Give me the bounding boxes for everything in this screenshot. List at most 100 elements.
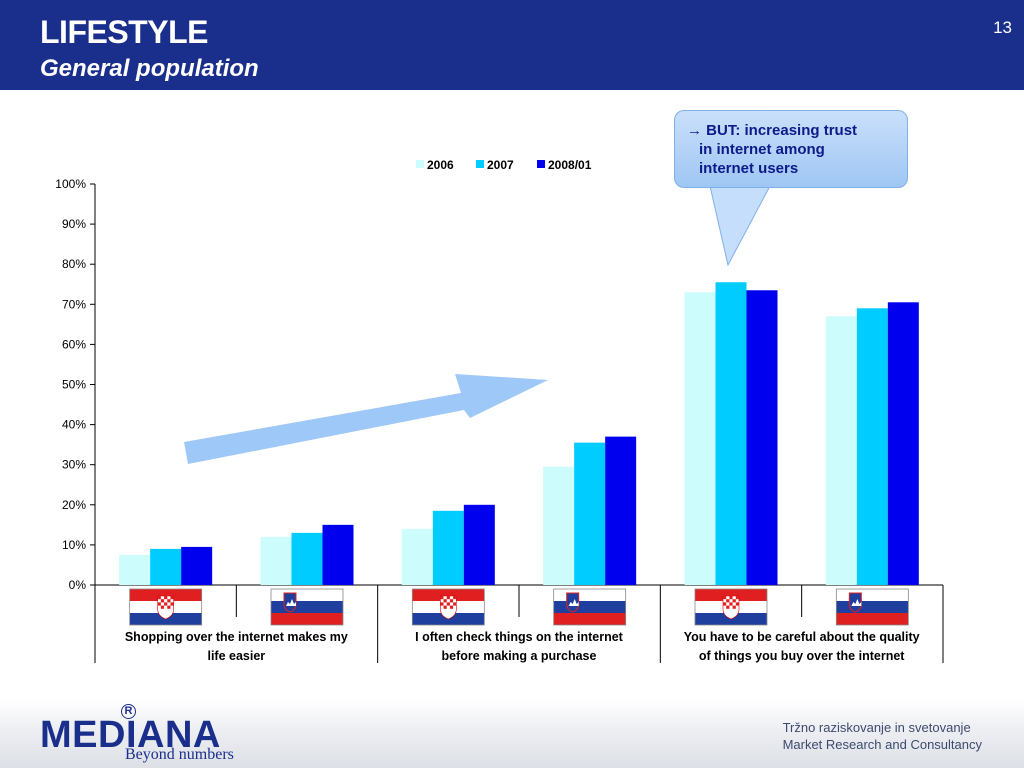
- y-tick-label: 40%: [62, 418, 86, 432]
- bar: [574, 442, 606, 585]
- slide-subtitle: General population: [40, 55, 259, 82]
- bar: [684, 292, 716, 585]
- coat-of-arms: [283, 592, 297, 613]
- callout-line-1: BUT: increasing trust: [706, 122, 858, 139]
- y-tick-label: 30%: [62, 458, 86, 472]
- page-number: 13: [993, 18, 1012, 37]
- checker: [729, 596, 733, 600]
- coat-of-arms: [157, 595, 174, 620]
- y-tick-label: 70%: [62, 297, 86, 311]
- checker: [443, 599, 447, 603]
- croatia-flag-icon: [694, 588, 768, 626]
- checker: [170, 596, 174, 600]
- flag-stripe: [836, 589, 909, 601]
- flag-border: [835, 588, 909, 626]
- legend-label: 2006: [427, 158, 454, 172]
- legend-label: 2008/01: [548, 158, 592, 172]
- company-line-1: Tržno raziskovanje in svetovanje: [782, 720, 971, 735]
- flag-stripe: [553, 601, 626, 613]
- company-description: Tržno raziskovanje in svetovanje Market …: [783, 719, 982, 753]
- mountain: [286, 599, 296, 606]
- bar: [825, 316, 857, 585]
- checker: [440, 596, 444, 600]
- checker: [732, 599, 736, 603]
- callout-box: → BUT: increasing trust in internet amon…: [674, 110, 908, 188]
- bar: [432, 510, 464, 585]
- checker: [440, 602, 444, 606]
- callout-arrow-icon: →: [687, 122, 702, 139]
- callout-line-2: in internet among: [699, 141, 825, 158]
- checker: [723, 602, 727, 606]
- bar: [291, 532, 323, 585]
- y-tick-label: 90%: [62, 217, 86, 231]
- checker: [157, 602, 161, 606]
- flag-stripe: [695, 589, 767, 601]
- legend-swatch: [476, 160, 484, 168]
- registered-icon: R: [121, 704, 136, 719]
- bar: [119, 554, 151, 585]
- checker: [453, 596, 457, 600]
- checker: [164, 602, 168, 606]
- checker: [160, 599, 165, 603]
- y-tick-label: 60%: [62, 337, 86, 351]
- legend-label: 2007: [487, 158, 514, 172]
- flag-border: [270, 588, 344, 626]
- bar: [856, 308, 888, 585]
- trend-arrow-icon: [184, 374, 548, 464]
- y-tick-label: 20%: [62, 498, 86, 512]
- bar: [322, 524, 354, 585]
- checker: [729, 602, 733, 606]
- checker: [160, 605, 165, 609]
- checker: [723, 596, 727, 600]
- group-label: of things you buy over the internet: [699, 649, 905, 663]
- checker: [164, 596, 168, 600]
- slovenia-flag-icon: [835, 588, 909, 626]
- flag-stripe: [271, 613, 343, 625]
- flag-stripe: [836, 601, 909, 613]
- checker: [157, 596, 161, 600]
- flag-stripe: [271, 601, 343, 613]
- croatia-flag-icon: [411, 588, 485, 626]
- bar: [746, 290, 778, 585]
- logo-tagline: Beyond numbers: [125, 746, 234, 763]
- group-label: I often check things on the internet: [415, 630, 623, 644]
- y-tick-label: 50%: [62, 378, 86, 392]
- mountain: [568, 599, 579, 606]
- group-label: Shopping over the internet makes my: [125, 630, 348, 644]
- bar: [181, 546, 213, 585]
- flag-stripe: [553, 613, 626, 625]
- checker: [449, 599, 454, 603]
- group-label: You have to be careful about the quality: [684, 630, 920, 644]
- flag-stripe: [129, 589, 202, 601]
- y-tick-label: 10%: [62, 538, 86, 552]
- slovenia-flag-icon: [553, 588, 627, 626]
- company-line-2: Market Research and Consultancy: [782, 737, 982, 752]
- checker: [726, 599, 730, 603]
- checker: [170, 602, 174, 606]
- legend-swatch: [537, 160, 545, 168]
- flag-stripe: [412, 589, 485, 601]
- checker: [726, 605, 730, 609]
- bar: [150, 548, 182, 585]
- y-tick-label: 0%: [69, 578, 87, 592]
- bar: [715, 282, 747, 585]
- coat-of-arms: [566, 592, 580, 613]
- slide-footer: MEDIANA R Beyond numbers Tržno raziskova…: [0, 700, 1024, 768]
- y-tick-label: 100%: [55, 177, 86, 191]
- checker: [735, 596, 739, 600]
- checker: [446, 596, 450, 600]
- mountain: [851, 599, 862, 606]
- flag-border: [129, 588, 203, 626]
- checker: [167, 605, 171, 609]
- checker: [443, 605, 447, 609]
- flag-stripe: [553, 589, 626, 601]
- bar: [463, 504, 495, 585]
- bar-chart: 0% 10% 20% 30% 40% 50% 60% 70% 80% 90% 100% Shoppin…: [55, 158, 944, 663]
- flag-border: [411, 588, 485, 626]
- flag-stripe: [271, 589, 343, 601]
- checker: [735, 602, 739, 606]
- coat-of-arms: [440, 595, 457, 620]
- slide-header: LIFESTYLE General population 13: [0, 0, 1024, 90]
- group-label: life easier: [207, 649, 265, 663]
- callout-pointer: [709, 185, 771, 267]
